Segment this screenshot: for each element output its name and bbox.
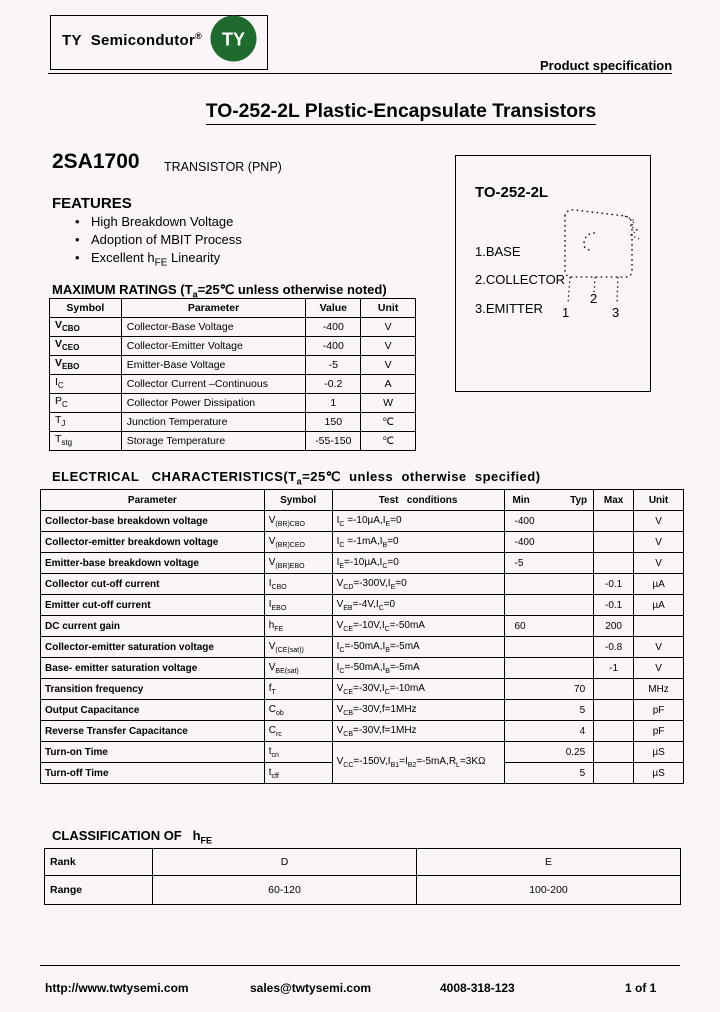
svg-text:TY: TY: [222, 30, 245, 50]
svg-text:3: 3: [612, 305, 619, 320]
svg-text:1: 1: [562, 305, 569, 320]
svg-text:2: 2: [590, 291, 597, 306]
